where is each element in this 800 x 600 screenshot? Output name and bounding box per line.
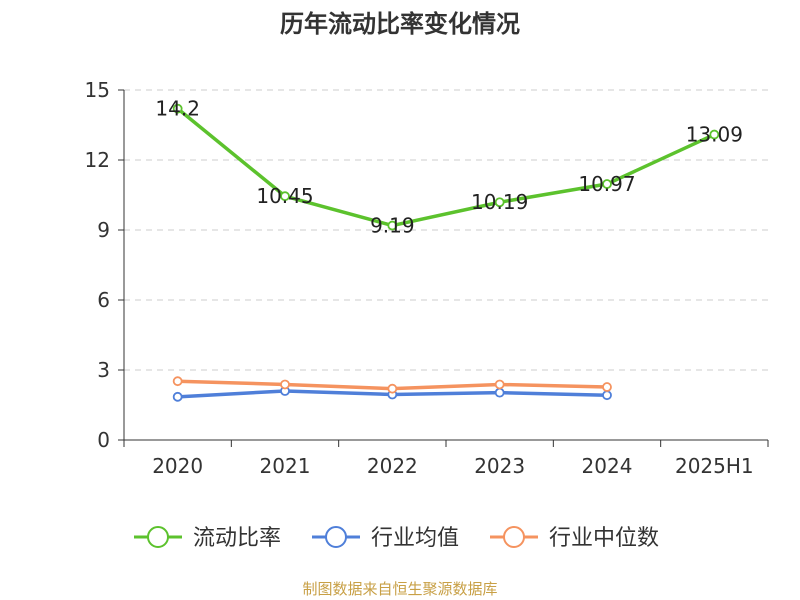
data-point — [602, 179, 612, 189]
y-tick-label: 12 — [85, 148, 110, 172]
y-tick-label: 6 — [97, 288, 110, 312]
x-tick-label: 2021 — [260, 454, 311, 478]
data-label: 14.2 — [155, 97, 200, 121]
series-line-1 — [176, 107, 716, 228]
data-point — [494, 387, 505, 398]
data-point — [602, 390, 612, 401]
x-tick-label: 2024 — [582, 454, 633, 478]
data-point — [602, 382, 612, 392]
data-label: 10.19 — [471, 190, 528, 214]
legend-marker — [147, 526, 169, 548]
legend-marker — [503, 526, 525, 548]
y-tick-label: 0 — [97, 428, 110, 452]
data-point — [172, 103, 183, 114]
data-point — [172, 391, 183, 402]
data-point — [709, 129, 720, 140]
data-label: 13.09 — [686, 123, 743, 147]
source-note: 制图数据来自恒生聚源数据库 — [302, 580, 498, 598]
x-tick-label: 2022 — [367, 454, 418, 478]
data-label: 10.45 — [256, 184, 313, 208]
x-tick-label: 2020 — [152, 454, 203, 478]
x-tick-label: 2025H1 — [675, 454, 754, 478]
data-point — [280, 379, 290, 390]
data-point — [172, 376, 183, 387]
data-label: 9.19 — [370, 214, 415, 238]
data-label: 10.97 — [578, 172, 635, 196]
y-tick-label: 9 — [97, 218, 110, 242]
chart-title: 历年流动比率变化情况 — [280, 10, 520, 38]
legend-label: 流动比率 — [193, 526, 281, 551]
data-point — [387, 220, 398, 231]
data-point — [387, 383, 398, 394]
data-point — [494, 379, 505, 390]
data-point — [494, 197, 505, 208]
y-tick-label: 3 — [97, 358, 110, 382]
legend-marker — [325, 526, 347, 548]
legend-label: 行业中位数 — [549, 526, 659, 551]
x-tick-label: 2023 — [474, 454, 525, 478]
y-tick-label: 15 — [85, 78, 110, 102]
data-point — [280, 191, 290, 202]
legend-label: 行业均值 — [371, 526, 459, 551]
